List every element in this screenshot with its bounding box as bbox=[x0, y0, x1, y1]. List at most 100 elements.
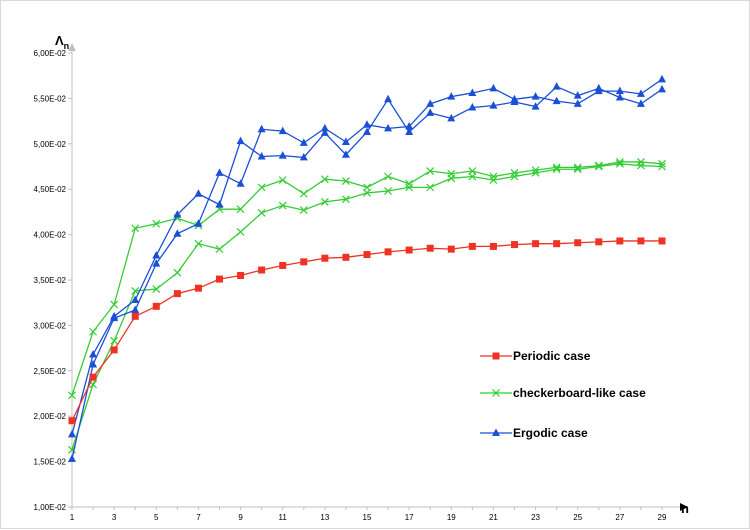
checkerboard-like-case-point bbox=[131, 224, 140, 233]
y-tick-label: 5,50E-02 bbox=[34, 94, 67, 103]
checkerboard-like-case-line bbox=[71, 163, 663, 450]
periodic-case-point bbox=[511, 241, 518, 249]
periodic-case-point bbox=[321, 254, 329, 262]
checkerboard-like-case-point bbox=[110, 336, 119, 345]
ergodic-case-point bbox=[278, 126, 287, 135]
periodic-case-point bbox=[110, 346, 118, 354]
checkerboard-like-case-point bbox=[342, 177, 350, 185]
checkerboard-like-case-point bbox=[552, 165, 561, 174]
ergodic-case-point bbox=[468, 102, 477, 111]
periodic-case-point bbox=[237, 271, 245, 279]
checkerboard-like-case-point bbox=[594, 161, 603, 170]
x-tick-label: 7 bbox=[196, 513, 201, 522]
periodic-case-point bbox=[658, 237, 666, 245]
checkerboard-like-case-point bbox=[426, 167, 435, 175]
periodic-case-point bbox=[637, 237, 645, 245]
periodic-case-point bbox=[468, 242, 476, 250]
checkerboard-like-case-point bbox=[573, 165, 582, 174]
ergodic-case-point bbox=[426, 108, 435, 116]
periodic-case-point bbox=[342, 253, 350, 261]
series-layer bbox=[68, 74, 666, 462]
y-tick-label: 2,00E-02 bbox=[34, 412, 67, 421]
y-tick-label: 5,00E-02 bbox=[34, 140, 67, 149]
periodic-case-point bbox=[279, 261, 287, 269]
checkerboard-like-case-point bbox=[510, 168, 519, 177]
periodic-case-point bbox=[258, 266, 266, 274]
ergodic-case-point bbox=[573, 99, 582, 107]
checkerboard-like-case-point bbox=[173, 268, 182, 277]
periodic-case-point bbox=[68, 417, 76, 425]
ergodic-case-point bbox=[257, 124, 266, 133]
checkerboard-like-case-point bbox=[236, 205, 245, 214]
checkerboard-like-case-point bbox=[531, 168, 540, 177]
checkerboard-like-case-point bbox=[320, 175, 329, 184]
ergodic-case-point bbox=[384, 94, 393, 103]
ergodic-case-point bbox=[320, 123, 329, 132]
ergodic-case-point bbox=[215, 200, 224, 208]
ergodic-case-point bbox=[341, 137, 350, 145]
checkerboard-like-case-point bbox=[637, 161, 645, 170]
ergodic-case-point bbox=[173, 210, 182, 218]
legend-label-checkerboard-like-case: checkerboard-like case bbox=[513, 386, 646, 400]
ergodic-case-point bbox=[236, 136, 245, 145]
checkerboard-like-case-point bbox=[363, 188, 371, 197]
ergodic-case-point bbox=[615, 86, 624, 95]
y-axis-label-subscript: n bbox=[64, 41, 70, 51]
ergodic-case-point bbox=[447, 92, 456, 100]
periodic-case-point bbox=[89, 373, 97, 381]
y-tick-label: 4,00E-02 bbox=[34, 231, 67, 240]
ergodic-case-point bbox=[89, 359, 98, 368]
ergodic-case-point bbox=[152, 250, 161, 259]
ergodic-case-point bbox=[236, 179, 245, 187]
x-tick-label: 1 bbox=[70, 513, 75, 522]
checkerboard-like-case-point bbox=[468, 172, 477, 181]
ergodic-case-line bbox=[71, 85, 663, 435]
ergodic-case-point bbox=[594, 83, 603, 92]
ergodic-case-point bbox=[658, 74, 666, 83]
y-tick-label: 6,00E-02 bbox=[34, 49, 67, 58]
ergodic-case-point bbox=[426, 99, 435, 107]
ergodic-case-point bbox=[299, 138, 308, 146]
ergodic-case-point bbox=[468, 88, 477, 96]
ergodic-case-line bbox=[71, 78, 663, 460]
ergodic-case-point bbox=[447, 113, 456, 122]
periodic-case-point bbox=[574, 239, 582, 247]
checkerboard-like-case-point bbox=[447, 174, 456, 183]
x-axis-arrow bbox=[680, 503, 688, 511]
periodic-case-point bbox=[447, 245, 455, 253]
checkerboard-like-case-point bbox=[236, 227, 245, 236]
ergodic-case-point bbox=[215, 168, 224, 176]
ergodic-case-point bbox=[68, 429, 76, 438]
checkerboard-like-case-point bbox=[320, 197, 329, 206]
ergodic-case-point bbox=[636, 99, 645, 107]
periodic-case-point bbox=[489, 242, 497, 250]
ergodic-case-point bbox=[194, 219, 203, 227]
y-tick-label: 3,50E-02 bbox=[34, 276, 67, 285]
ergodic-case-point bbox=[131, 305, 140, 313]
checkerboard-like-case-point bbox=[89, 327, 97, 336]
ergodic-case-point bbox=[110, 311, 119, 320]
checkerboard-like-case-point bbox=[489, 172, 498, 181]
checkerboard-like-case-point bbox=[257, 183, 266, 192]
periodic-case-point bbox=[405, 246, 413, 254]
ergodic-case-point bbox=[405, 122, 414, 130]
ergodic-case-point bbox=[384, 123, 393, 132]
ergodic-case-point bbox=[341, 150, 350, 158]
legend-swatch-marker-checkerboard-like-case bbox=[492, 389, 500, 397]
legend: Periodic case checkerboard-like case Ergod… bbox=[480, 349, 646, 440]
ergodic-case-point bbox=[299, 152, 308, 161]
checkerboard-like-case-point bbox=[152, 219, 161, 228]
checkerboard-like-case-point bbox=[342, 195, 350, 204]
periodic-case-point bbox=[616, 237, 624, 245]
ergodic-case-point bbox=[636, 89, 645, 97]
ergodic-case-point bbox=[510, 97, 519, 106]
y-tick-label: 1,50E-02 bbox=[34, 458, 67, 467]
ergodic-case-point bbox=[489, 83, 498, 92]
ergodic-case-point bbox=[68, 454, 76, 462]
checkerboard-like-case-point bbox=[405, 179, 414, 188]
x-tick-label: 21 bbox=[489, 513, 498, 522]
x-tick-label: 27 bbox=[615, 513, 624, 522]
periodic-case-point bbox=[300, 258, 308, 266]
checkerboard-like-case-point bbox=[194, 239, 203, 248]
